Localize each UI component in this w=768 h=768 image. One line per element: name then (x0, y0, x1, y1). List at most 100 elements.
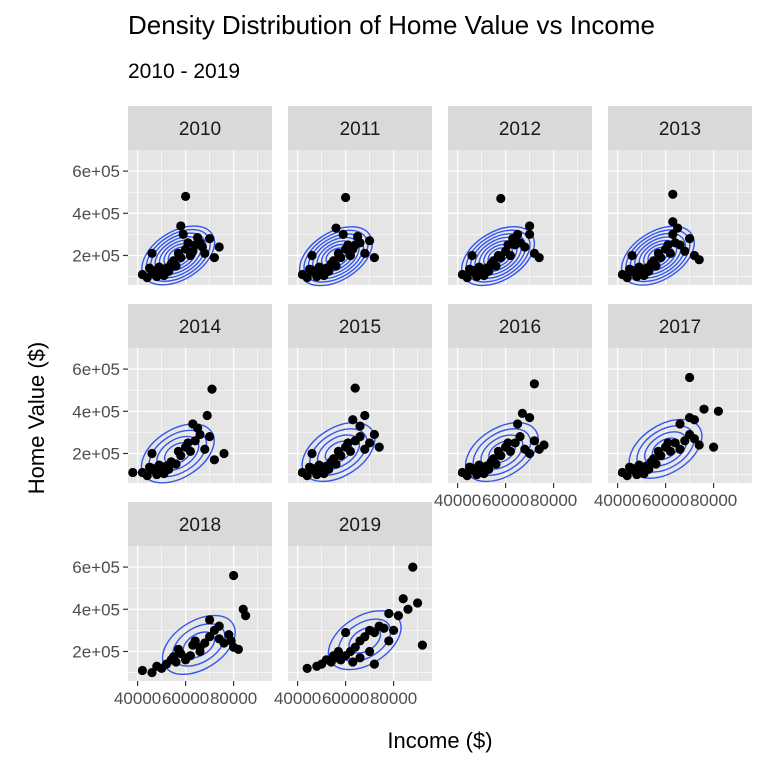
data-point (529, 436, 540, 446)
data-point (484, 266, 494, 276)
x-tick-label: 60000 (482, 491, 529, 510)
data-point (467, 250, 477, 261)
data-point (142, 471, 152, 481)
data-point (200, 444, 210, 454)
data-point (205, 233, 215, 244)
data-point (302, 471, 312, 481)
data-point (176, 221, 186, 231)
data-point (147, 667, 157, 678)
data-point (513, 229, 523, 239)
y-tick-label: 2e+05 (72, 444, 120, 463)
strip-2011 (288, 106, 432, 150)
data-point (520, 242, 530, 252)
data-point (689, 434, 700, 444)
data-point (171, 459, 181, 469)
strip-2016 (448, 304, 592, 348)
panel-2019: 2019 40000 60000 80000 (274, 502, 432, 708)
data-point (197, 242, 207, 252)
data-point (195, 646, 205, 657)
data-point (314, 262, 324, 272)
panel-2014: 2014 2e+05 4e+05 6e+05 (72, 304, 272, 484)
data-point (302, 663, 312, 673)
data-point (417, 640, 427, 650)
data-point (644, 464, 654, 474)
data-point (665, 446, 676, 456)
panel-background-2013 (608, 150, 752, 285)
x-tick-label: 80000 (210, 689, 257, 708)
data-point (505, 446, 515, 456)
data-point (663, 438, 673, 448)
data-point (525, 413, 535, 423)
strip-label-2015: 2015 (339, 317, 381, 338)
x-tick-label: 80000 (530, 491, 577, 510)
data-point (474, 460, 484, 470)
data-point (369, 627, 379, 638)
x-tick-label: 40000 (274, 689, 321, 708)
data-point (338, 229, 348, 239)
x-axis-title: Income ($) (387, 728, 492, 753)
data-point (147, 448, 157, 459)
data-point (634, 262, 644, 272)
data-point (529, 379, 540, 389)
data-point (147, 248, 157, 258)
data-point (314, 460, 324, 470)
data-point (680, 436, 690, 446)
data-point (343, 438, 353, 448)
data-point (534, 252, 544, 263)
data-point (513, 419, 523, 429)
x-tick-label: 80000 (370, 689, 417, 708)
y-tick-label: 6e+05 (72, 360, 120, 379)
data-point (505, 250, 515, 261)
data-point (653, 248, 664, 258)
data-point (353, 231, 363, 242)
data-point (329, 256, 339, 266)
data-point (345, 446, 355, 456)
data-point (634, 460, 644, 470)
data-point (226, 636, 236, 646)
strip-2018 (128, 502, 272, 546)
data-point (627, 250, 637, 261)
data-point (241, 611, 251, 621)
data-point (685, 372, 695, 383)
panel-background-2010 (128, 150, 272, 285)
data-point (625, 264, 635, 274)
strip-label-2014: 2014 (179, 317, 222, 338)
data-point (668, 217, 678, 227)
data-point (209, 252, 219, 263)
data-point (305, 264, 315, 274)
strip-label-2017: 2017 (659, 317, 701, 338)
data-point (675, 240, 685, 250)
data-point (668, 229, 678, 239)
data-point (333, 446, 343, 456)
data-point (515, 431, 525, 442)
data-point (699, 404, 709, 414)
y-tick-label: 4e+05 (72, 600, 120, 619)
strip-2014 (128, 304, 272, 348)
data-point (302, 273, 312, 283)
data-point (173, 446, 183, 456)
data-point (360, 248, 370, 258)
data-point (489, 256, 499, 266)
panel-background-2018 (128, 546, 272, 681)
panel-2011: 2011 (288, 106, 432, 287)
data-point (365, 236, 375, 246)
data-point (183, 238, 193, 248)
y-tick-label: 4e+05 (72, 402, 120, 421)
strip-label-2019: 2019 (339, 515, 381, 536)
data-point (489, 454, 499, 464)
data-point (365, 646, 375, 657)
strip-2010 (128, 106, 272, 150)
data-point (525, 221, 535, 231)
panel-2018: 2018 2e+05 4e+05 6e+05 40000 60000 80000 (72, 502, 272, 708)
data-point (348, 244, 358, 254)
data-point (675, 419, 685, 429)
data-point (384, 608, 394, 619)
y-tick-label: 6e+05 (72, 162, 120, 181)
data-point (369, 252, 379, 263)
data-point (341, 627, 351, 638)
data-point (333, 646, 343, 657)
data-point (689, 415, 700, 425)
x-tick-label: 60000 (162, 689, 209, 708)
data-point (403, 604, 413, 614)
